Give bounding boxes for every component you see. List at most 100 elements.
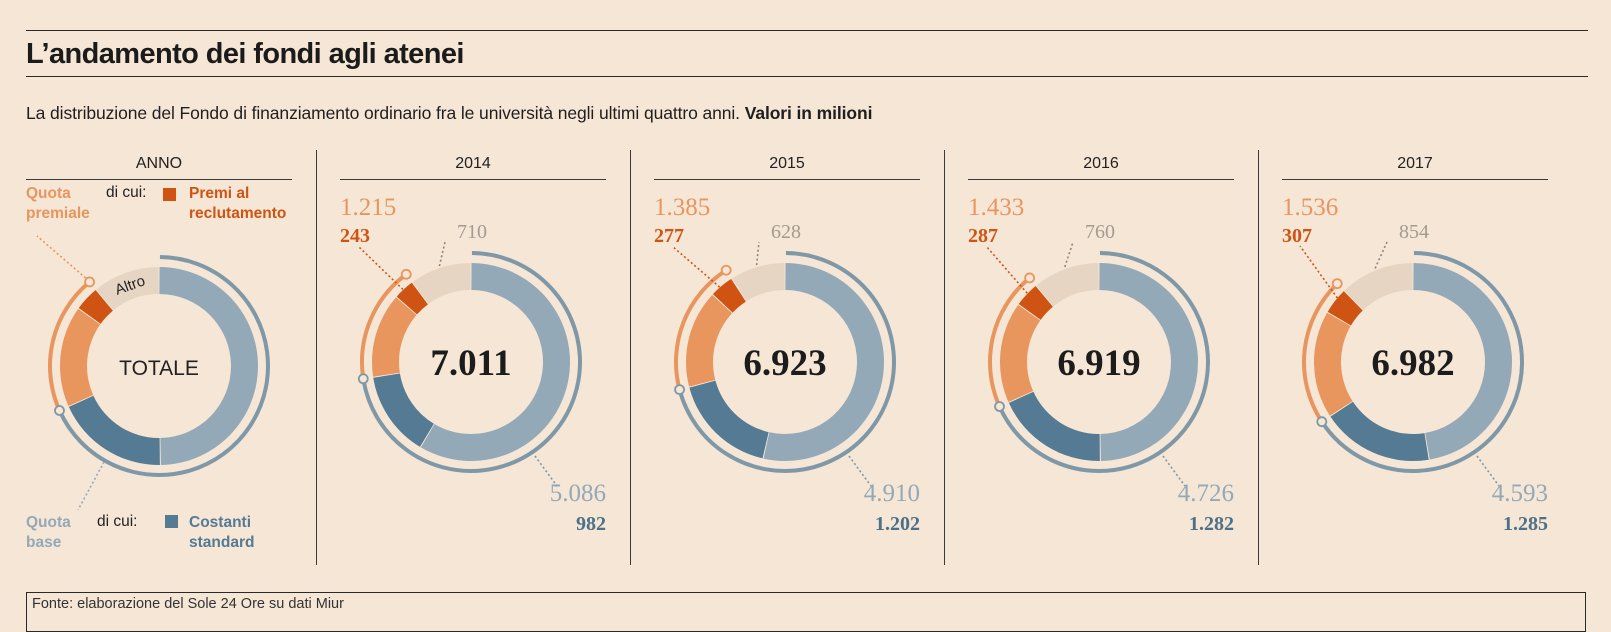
segment-quota-premiale <box>1314 312 1353 416</box>
leader-line-premiale <box>36 235 87 279</box>
arc-end-marker-premiale <box>84 276 96 288</box>
arc-end-marker-base <box>357 373 369 385</box>
value-altro-2014: 710 <box>457 221 487 243</box>
donut-total-2015: 6.923 <box>743 343 826 384</box>
segment-quota-premiale <box>372 297 417 377</box>
value-premi-reclutamento-2014: 243 <box>340 225 370 247</box>
year-header-2017: 2017 <box>1282 155 1548 180</box>
chart-subtitle: La distribuzione del Fondo di finanziame… <box>26 103 872 124</box>
leader-line-base <box>1476 455 1500 487</box>
value-costanti-standard-2017: 1.285 <box>1503 513 1548 535</box>
segment-costanti-standard <box>68 395 160 466</box>
column-separator <box>630 150 631 565</box>
legend-premi-line1: Premi al <box>189 185 250 202</box>
arc-end-marker-premiale <box>720 264 732 276</box>
outer-arc-quota-base <box>361 251 582 473</box>
outer-arc-quota-base <box>998 251 1210 473</box>
segment-altro <box>1344 263 1413 310</box>
value-quota-premiale-2017: 1.536 <box>1282 194 1339 221</box>
leader-line-reclutamento <box>1299 245 1346 310</box>
legend-center-label: TOTALE <box>119 357 199 380</box>
segment-costanti-standard <box>1008 391 1100 461</box>
outer-arc-quota-premiale <box>360 273 407 379</box>
value-quota-base-2015: 4.910 <box>863 480 920 507</box>
top-rule <box>26 30 1588 31</box>
year-header-2016: 2016 <box>968 155 1234 180</box>
value-quota-base-2016: 4.726 <box>1177 480 1234 507</box>
value-costanti-standard-2015: 1.202 <box>875 513 920 535</box>
leader-line-altro <box>438 241 446 267</box>
legend-di-cui-bottom: di cui: <box>97 513 138 530</box>
leader-line-reclutamento <box>671 245 731 297</box>
arc-end-marker-base <box>994 401 1005 412</box>
leader-line-base <box>848 455 872 487</box>
donut-2017: 6.982 <box>1299 241 1524 487</box>
leader-line-altro <box>1374 241 1388 269</box>
legend-quota-premiale: Quota premiale <box>26 184 90 224</box>
donut-total-2014: 7.011 <box>430 343 511 384</box>
segment-quota-base <box>1099 263 1199 461</box>
donut-2014: 7.011 <box>357 241 582 487</box>
arc-end-marker-base <box>674 384 685 396</box>
legend-costanti-swatch <box>165 515 178 528</box>
title-rule <box>26 76 1588 77</box>
legend-premi-reclutamento: Premi al reclutamento <box>189 184 286 224</box>
segment-altro <box>1036 263 1099 307</box>
outer-arc-quota-base <box>677 251 896 473</box>
arc-end-marker-premiale <box>400 268 412 280</box>
column-separator <box>316 150 317 565</box>
year-header-2014: 2014 <box>340 155 606 180</box>
value-altro-2015: 628 <box>771 221 801 243</box>
leader-line-reclutamento <box>985 245 1037 304</box>
value-quota-premiale-2015: 1.385 <box>654 194 711 221</box>
outer-arc-quota-base <box>1320 251 1524 473</box>
segment-costanti-standard <box>373 373 434 447</box>
legend-quota-base-line1: Quota <box>26 514 71 531</box>
outer-arc-quota-premiale <box>48 281 91 411</box>
segment-costanti-standard <box>689 380 769 459</box>
outer-arc-quota-premiale <box>988 277 1031 407</box>
value-costanti-standard-2014: 982 <box>576 513 606 535</box>
legend-costanti-line2: standard <box>189 534 255 551</box>
legend-quota-premiale-line1: Quota <box>26 185 71 202</box>
segment-altro <box>732 263 785 302</box>
leader-line-base <box>77 461 105 511</box>
segment-altro <box>412 263 471 304</box>
arc-end-marker-premiale <box>1331 278 1343 290</box>
legend-costanti-standard: Costanti standard <box>189 513 254 553</box>
arc-end-marker-premiale <box>1024 272 1036 284</box>
column-separator <box>944 150 945 565</box>
value-altro-2017: 854 <box>1399 221 1429 243</box>
legend-premi-line2: reclutamento <box>189 205 287 222</box>
segment-quota-base <box>159 267 258 465</box>
value-quota-premiale-2014: 1.215 <box>340 194 397 221</box>
segment-quota-premiale <box>686 294 733 387</box>
segment-premi-reclutamento <box>78 289 113 324</box>
subtitle-unit: Valori in milioni <box>744 103 873 123</box>
leader-line-altro <box>755 241 760 266</box>
segment-costanti-standard <box>1330 401 1429 461</box>
legend-quota-base: Quota base <box>26 513 71 553</box>
donut-total-2017: 6.982 <box>1371 343 1454 384</box>
value-altro-2016: 760 <box>1085 221 1115 243</box>
segment-quota-premiale <box>60 308 101 406</box>
value-quota-premiale-2016: 1.433 <box>968 194 1025 221</box>
value-quota-base-2014: 5.086 <box>549 480 606 507</box>
segment-altro <box>96 267 159 311</box>
year-header-2015: 2015 <box>654 155 920 180</box>
arc-end-marker-base <box>1316 416 1328 428</box>
leader-line-base <box>1162 455 1186 487</box>
legend-quota-premiale-line2: premiale <box>26 205 90 222</box>
segment-quota-base <box>763 263 884 461</box>
leader-line-altro <box>1064 241 1074 268</box>
source-note: Fonte: elaborazione del Sole 24 Ore su d… <box>32 596 344 612</box>
value-premi-reclutamento-2015: 277 <box>654 225 684 247</box>
legend-costanti-line1: Costanti <box>189 514 251 531</box>
legend-quota-base-line2: base <box>26 534 62 551</box>
legend-column-header: ANNO <box>26 155 292 180</box>
segment-quota-premiale <box>1000 304 1041 402</box>
segment-quota-base <box>1413 263 1513 460</box>
donut-2015: 6.923 <box>671 241 896 487</box>
